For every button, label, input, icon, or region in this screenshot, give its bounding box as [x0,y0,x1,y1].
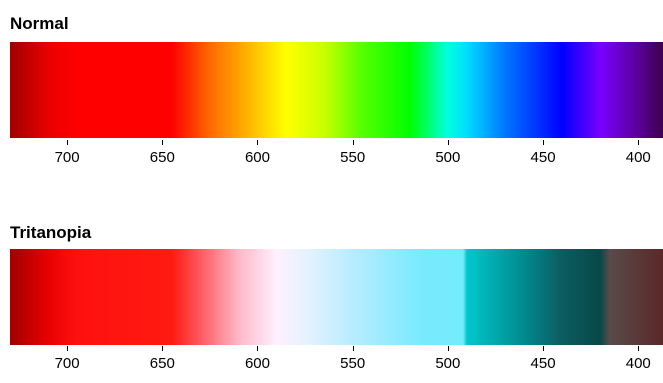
wavelength-axis-normal: 700 650 600 550 500 450 400 [10,140,663,166]
tick-mark [67,140,69,145]
wavelength-axis-tritanopia: 700 650 600 550 500 450 400 [10,346,663,372]
spectrum-bar-tritanopia [10,249,663,345]
tick-label: 500 [435,149,461,166]
tick-label: 400 [625,149,651,166]
tick-mark [257,346,259,351]
tick-label: 700 [54,355,80,372]
tick-label: 550 [340,149,366,166]
spectrum-bar-normal [10,42,663,138]
panel-title-normal: Normal [10,14,69,33]
tick-mark [543,346,545,351]
tick-mark [352,140,354,145]
tick-label: 650 [149,149,175,166]
tick-label: 550 [340,355,366,372]
tick-mark [162,346,164,351]
tick-mark [162,140,164,145]
tick-label: 600 [244,355,270,372]
tick-label: 500 [435,355,461,372]
tick-mark [352,346,354,351]
tick-label: 700 [54,149,80,166]
tick-label: 600 [244,149,270,166]
tick-mark [543,140,545,145]
tick-label: 450 [530,355,556,372]
tick-label: 400 [625,355,651,372]
tick-mark [447,346,449,351]
tick-mark [67,346,69,351]
tick-label: 650 [149,355,175,372]
tick-mark [638,346,640,351]
tick-label: 450 [530,149,556,166]
tick-mark [638,140,640,145]
panel-title-tritanopia: Tritanopia [10,223,92,242]
tick-mark [447,140,449,145]
tick-mark [257,140,259,145]
